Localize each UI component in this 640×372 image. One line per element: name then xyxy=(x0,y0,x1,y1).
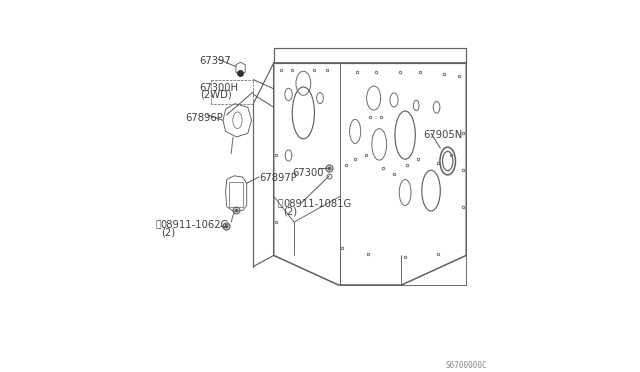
Text: 08911-1081G: 08911-1081G xyxy=(283,199,351,209)
Text: Ⓝ: Ⓝ xyxy=(156,220,161,229)
Text: 67905N: 67905N xyxy=(424,129,463,140)
Text: 67897P: 67897P xyxy=(259,173,297,183)
Text: (2): (2) xyxy=(283,206,297,216)
Text: Ⓝ: Ⓝ xyxy=(277,199,283,208)
Text: 08911-1062G: 08911-1062G xyxy=(161,220,229,230)
Text: 67896P: 67896P xyxy=(185,113,223,123)
Text: (2): (2) xyxy=(161,228,175,238)
Text: (2WD): (2WD) xyxy=(200,90,232,100)
Text: 67397: 67397 xyxy=(200,56,232,66)
Text: 67300: 67300 xyxy=(292,169,324,179)
Text: 67300H: 67300H xyxy=(200,83,239,93)
Text: S6700000C: S6700000C xyxy=(446,361,488,370)
